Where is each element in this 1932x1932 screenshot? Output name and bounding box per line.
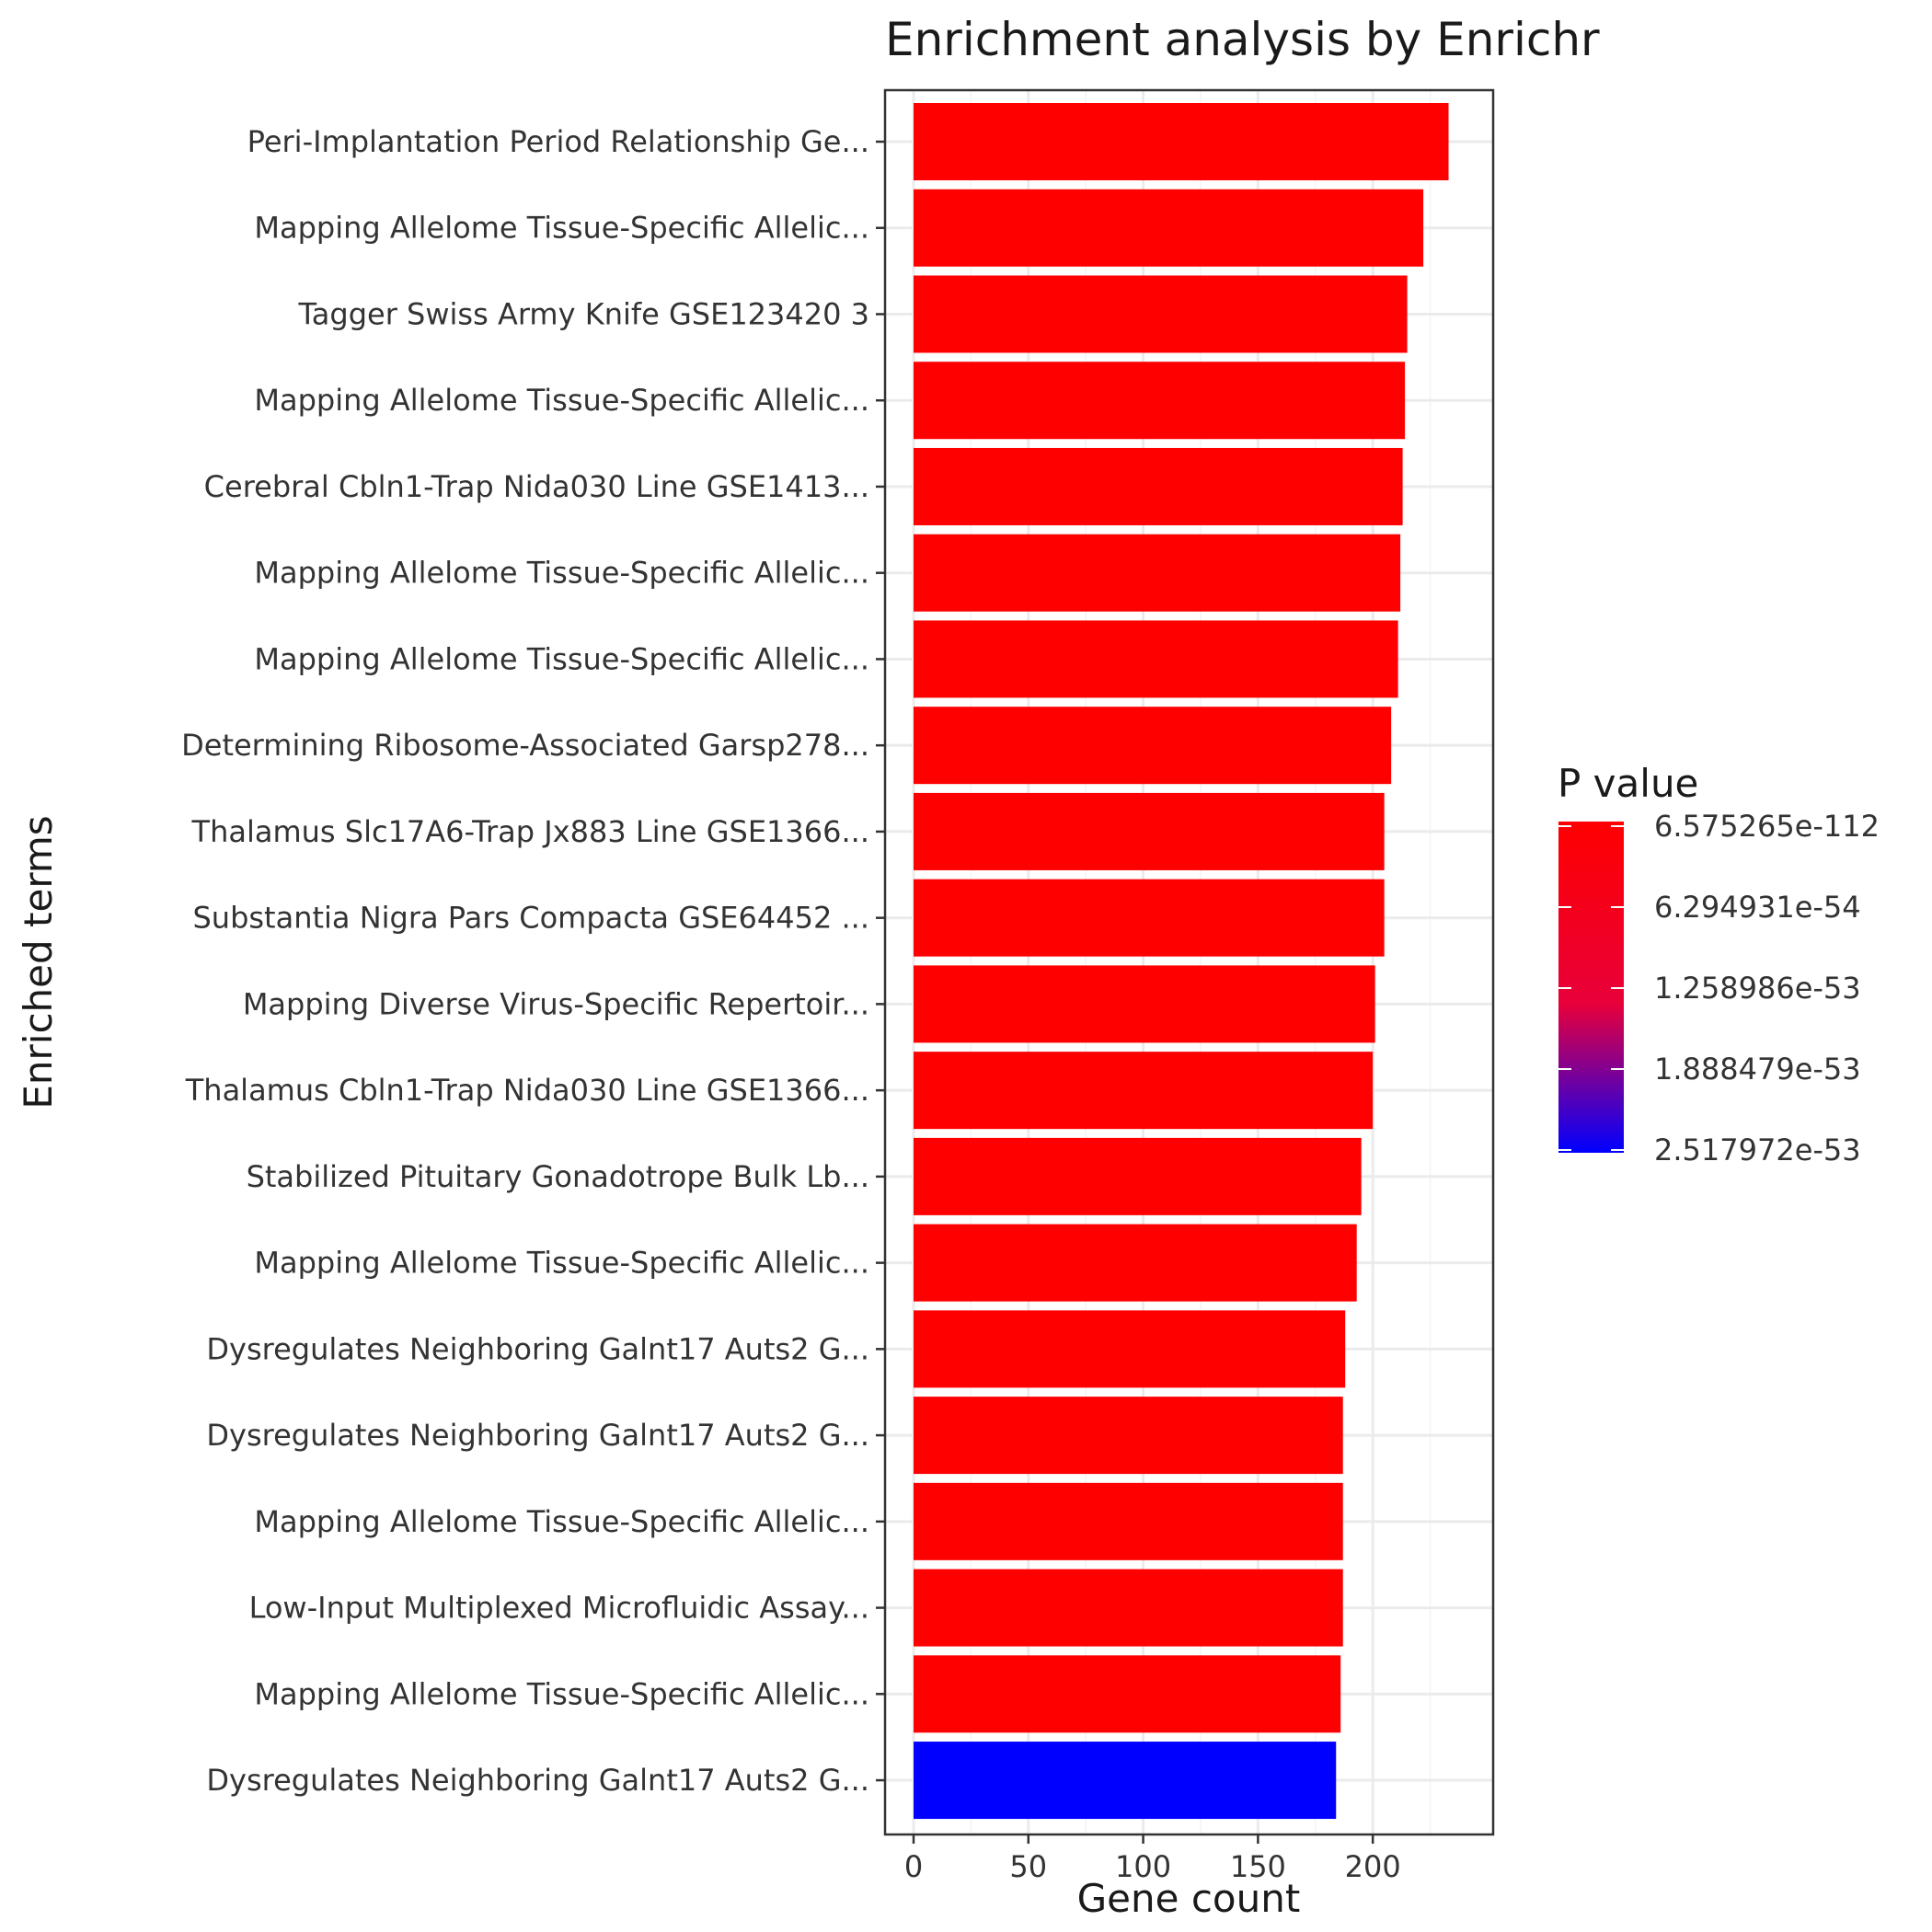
legend-ticks: 6.575265e-112 6.294931e-54 1.258986e-53 1.8… <box>1558 809 1880 1167</box>
y-tick-label: Mapping Allelome Tissue-Specific Allelic… <box>254 1504 869 1539</box>
y-tick-label: Mapping Allelome Tissue-Specific Allelic… <box>254 641 869 676</box>
bar <box>914 1655 1341 1733</box>
bar <box>914 362 1406 440</box>
legend-label: 1.888479e-53 <box>1654 1052 1861 1087</box>
y-tick-label: Mapping Allelome Tissue-Specific Allelic… <box>254 1676 869 1711</box>
bar <box>914 447 1403 525</box>
x-tick-label: 100 <box>1115 1849 1171 1884</box>
bar <box>914 1052 1374 1130</box>
y-tick-label: Low-Input Multiplexed Microfluidic Assay… <box>249 1591 869 1626</box>
y-tick-label: Stabilized Pituitary Gonadotrope Bulk Lb… <box>247 1159 869 1194</box>
x-tick-label: 150 <box>1230 1849 1286 1884</box>
y-tick-label: Mapping Allelome Tissue-Specific Allelic… <box>254 1246 869 1281</box>
chart-title: Enrichment analysis by Enrichr <box>885 13 1600 66</box>
y-tick-label: Cerebral Cbln1-Trap Nida030 Line GSE1413… <box>204 469 869 504</box>
y-tick-label: Substantia Nigra Pars Compacta GSE64452 … <box>192 901 869 936</box>
x-tick-label: 200 <box>1345 1849 1401 1884</box>
y-tick-label: Determining Ribosome-Associated Garsp278… <box>181 728 869 763</box>
bar <box>914 189 1424 267</box>
y-axis-ticks: Peri-Implantation Period Relationship Ge… <box>181 124 885 1798</box>
bar <box>914 965 1375 1043</box>
y-tick-label: Peri-Implantation Period Relationship Ge… <box>247 124 869 159</box>
bar <box>914 103 1449 180</box>
bar <box>914 707 1392 785</box>
legend-label: 2.517972e-53 <box>1654 1133 1861 1167</box>
bar <box>914 1742 1337 1820</box>
legend-label: 6.294931e-54 <box>1654 890 1861 925</box>
bar <box>914 879 1385 957</box>
bar <box>914 1397 1343 1475</box>
legend-label: 1.258986e-53 <box>1654 971 1861 1006</box>
legend: P value 6.575265e-112 6.294931e-54 1.25898… <box>1558 761 1880 1167</box>
x-axis-title: Gene count <box>1077 1876 1301 1921</box>
x-tick-label: 0 <box>904 1849 923 1884</box>
x-tick-label: 50 <box>1009 1849 1047 1884</box>
bar <box>914 1224 1357 1302</box>
bar <box>914 1569 1343 1647</box>
y-tick-label: Dysregulates Neighboring Galnt17 Auts2 G… <box>206 1331 869 1366</box>
y-tick-label: Mapping Allelome Tissue-Specific Allelic… <box>254 211 869 246</box>
bars <box>914 103 1449 1820</box>
y-tick-label: Thalamus Cbln1-Trap Nida030 Line GSE1366… <box>185 1073 869 1108</box>
plot-panel-border <box>883 88 1495 1836</box>
bar <box>914 1482 1343 1560</box>
bar <box>914 792 1385 870</box>
legend-label: 6.575265e-112 <box>1654 809 1880 844</box>
legend-title: P value <box>1558 761 1698 806</box>
y-tick-label: Mapping Allelome Tissue-Specific Allelic… <box>254 383 869 418</box>
y-tick-label: Dysregulates Neighboring Galnt17 Auts2 G… <box>206 1418 869 1453</box>
bar <box>914 1310 1346 1388</box>
y-tick-label: Thalamus Slc17A6-Trap Jx883 Line GSE1366… <box>191 814 869 849</box>
y-tick-label: Mapping Diverse Virus-Specific Repertoir… <box>243 986 869 1021</box>
y-tick-label: Dysregulates Neighboring Galnt17 Auts2 G… <box>206 1763 869 1798</box>
y-tick-label: Tagger Swiss Army Knife GSE123420 3 <box>298 296 869 331</box>
x-axis-ticks: 0 50 100 150 200 <box>904 1834 1401 1884</box>
bar <box>914 534 1401 612</box>
bar <box>914 275 1408 353</box>
bar <box>914 1137 1362 1215</box>
y-tick-label: Mapping Allelome Tissue-Specific Allelic… <box>254 556 869 591</box>
bar <box>914 620 1398 698</box>
y-axis-title: Enriched terms <box>16 815 61 1109</box>
